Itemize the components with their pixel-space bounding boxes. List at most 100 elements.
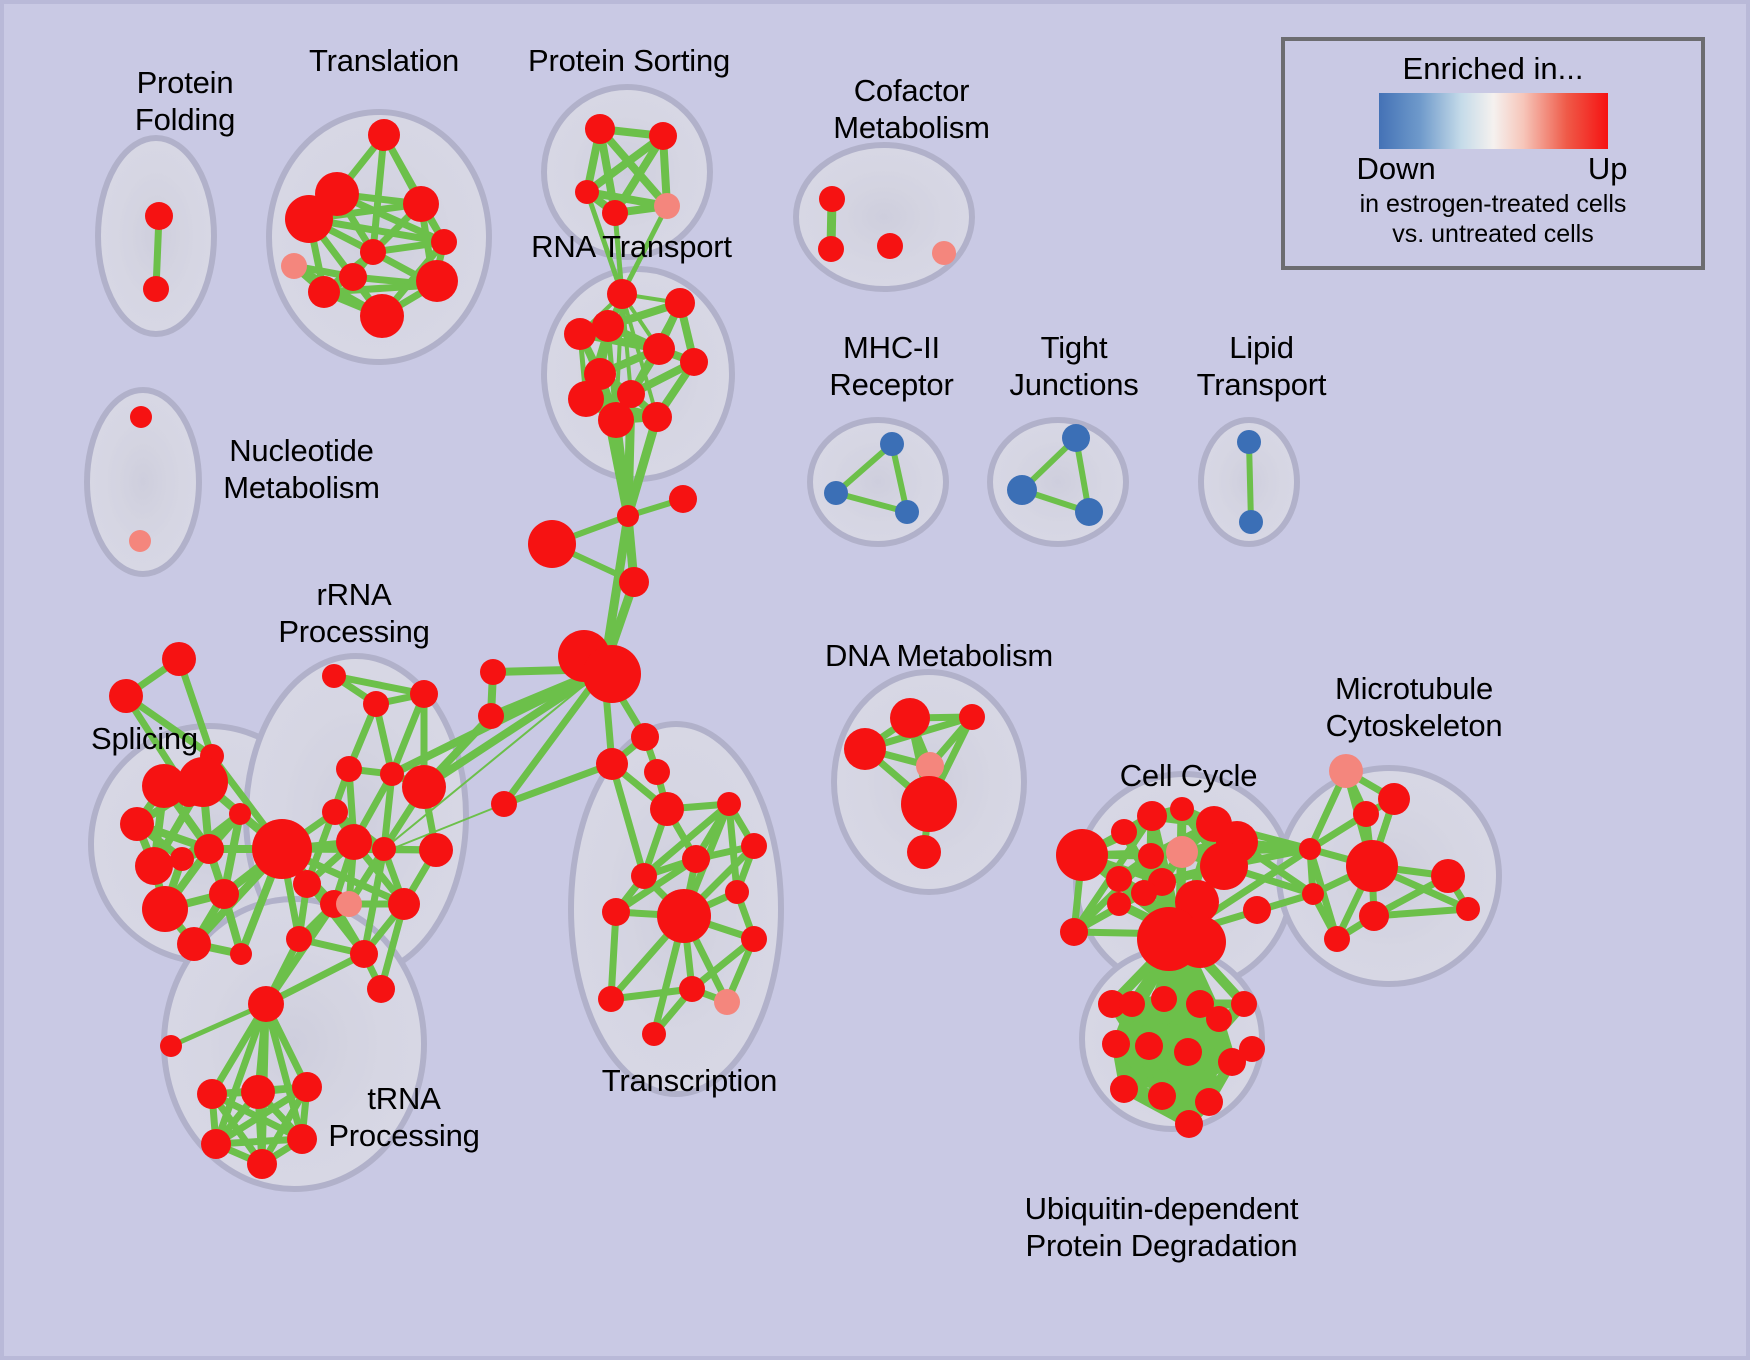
network-nodes [109, 114, 1480, 1179]
node [402, 765, 446, 809]
node [403, 186, 439, 222]
node [592, 310, 624, 342]
node [143, 276, 169, 302]
node [602, 898, 630, 926]
legend-panel: Enriched in... Down Up in estrogen-treat… [1281, 37, 1705, 270]
legend-caption-line-2: vs. untreated cells [1392, 220, 1594, 248]
node [1346, 840, 1398, 892]
node [895, 500, 919, 524]
node [669, 485, 697, 513]
node [287, 1124, 317, 1154]
node [631, 863, 657, 889]
node [1056, 829, 1108, 881]
node [907, 835, 941, 869]
node [575, 180, 599, 204]
node [1151, 986, 1177, 1012]
node [248, 986, 284, 1022]
node [1299, 838, 1321, 860]
node [162, 642, 196, 676]
node [431, 229, 457, 255]
node [322, 664, 346, 688]
node [1359, 901, 1389, 931]
node [1378, 783, 1410, 815]
node [197, 1079, 227, 1109]
node [680, 348, 708, 376]
legend-title: Enriched in... [1402, 51, 1584, 86]
node [877, 233, 903, 259]
node [1200, 842, 1248, 890]
node [1302, 883, 1324, 905]
node [1353, 801, 1379, 827]
node [959, 704, 985, 730]
node [360, 294, 404, 338]
node [363, 691, 389, 717]
node [818, 236, 844, 262]
node [717, 792, 741, 816]
node [564, 318, 596, 350]
node [598, 402, 634, 438]
node [1148, 1082, 1176, 1110]
node [339, 263, 367, 291]
node [135, 847, 173, 885]
node [1174, 916, 1226, 968]
node [388, 888, 420, 920]
node [350, 940, 378, 968]
node [1106, 866, 1132, 892]
node [1174, 1038, 1202, 1066]
node [916, 752, 944, 780]
node [336, 891, 362, 917]
node [1075, 498, 1103, 526]
node [642, 402, 672, 432]
node [650, 792, 684, 826]
node [1110, 1075, 1138, 1103]
node [1137, 801, 1167, 831]
node [1170, 797, 1194, 821]
node [665, 288, 695, 318]
node [596, 748, 628, 780]
node [1111, 819, 1137, 845]
node [714, 989, 740, 1015]
cluster-ellipse-cofactor [793, 142, 975, 292]
node [491, 791, 517, 817]
node [602, 200, 628, 226]
node [1131, 880, 1157, 906]
node [1239, 510, 1263, 534]
legend-down-label: Down [1356, 151, 1436, 186]
node [380, 762, 404, 786]
node [1239, 1036, 1265, 1062]
node [286, 926, 312, 952]
node [281, 253, 307, 279]
node [568, 381, 604, 417]
node [631, 723, 659, 751]
node [880, 432, 904, 456]
node [142, 764, 186, 808]
node [932, 241, 956, 265]
node [120, 807, 154, 841]
node [109, 679, 143, 713]
node [1186, 990, 1214, 1018]
node [336, 824, 372, 860]
node [649, 122, 677, 150]
cluster-ellipse-nucleotide [84, 387, 202, 577]
node [679, 976, 705, 1002]
node [643, 333, 675, 365]
node [617, 505, 639, 527]
node [584, 358, 616, 390]
node [741, 926, 767, 952]
node [194, 834, 224, 864]
legend-caption-line-1: in estrogen-treated cells [1359, 190, 1627, 218]
node [1060, 918, 1088, 946]
node [644, 759, 670, 785]
node [145, 202, 173, 230]
network-graph [84, 84, 1502, 1192]
node [360, 239, 386, 265]
node [252, 819, 312, 879]
node [824, 481, 848, 505]
node [201, 1129, 231, 1159]
node [247, 1149, 277, 1179]
legend-up-label: Up [1587, 151, 1628, 186]
node [617, 380, 645, 408]
cluster-ellipse-rna-transport [541, 266, 735, 482]
node [308, 276, 340, 308]
node [585, 114, 615, 144]
